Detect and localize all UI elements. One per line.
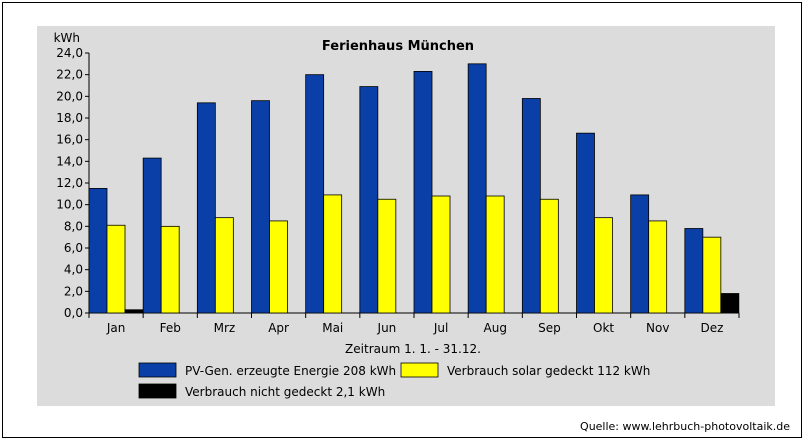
y-tick-label: 16,0: [56, 133, 83, 147]
legend-pv-generation-label: PV-Gen. erzeugte Energie 208 kWh: [185, 364, 396, 378]
y-tick-label: 24,0: [56, 46, 83, 60]
bar-consumption-solar: [485, 195, 505, 314]
bar-consumption-solar: [160, 225, 180, 314]
bar-pv-generation: [467, 63, 487, 314]
legend-consumption-uncovered-label: Verbrauch nicht gedeckt 2,1 kWh: [185, 385, 385, 399]
legend-consumption-solar-label: Verbrauch solar gedeckt 112 kWh: [447, 364, 650, 378]
bar-consumption-solar: [539, 198, 559, 314]
bar-pv-generation: [196, 102, 216, 314]
bar-pv-generation: [359, 86, 379, 314]
x-axis-label: Zeitraum 1. 1. - 31.12.: [345, 342, 481, 356]
x-tick-label: Feb: [160, 321, 181, 335]
bar-pv-generation: [413, 71, 433, 314]
bar-pv-generation: [521, 98, 541, 314]
bar-consumption-solar: [648, 220, 668, 314]
y-tick-label: 8,0: [64, 219, 83, 233]
chart-title: Ferienhaus München: [322, 39, 474, 54]
x-tick-label: Nov: [646, 321, 669, 335]
x-tick-label: Apr: [268, 321, 289, 335]
bar-consumption-solar: [214, 217, 234, 314]
bar-consumption-uncovered: [124, 309, 144, 314]
x-tick-label: Mrz: [214, 321, 236, 335]
bar-pv-generation: [305, 74, 325, 314]
y-tick-label: 12,0: [56, 176, 83, 190]
y-tick-label: 14,0: [56, 154, 83, 168]
bar-consumption-solar: [269, 220, 288, 314]
y-tick-label: 0,0: [64, 306, 83, 320]
legend-pv-generation-swatch: [138, 362, 177, 378]
bar-pv-generation: [142, 157, 162, 314]
bar-consumption-solar: [431, 195, 451, 314]
y-tick-label: 4,0: [64, 263, 83, 277]
bar-consumption-solar: [594, 217, 613, 314]
x-tick-label: Jan: [106, 321, 126, 335]
bar-consumption-solar: [702, 236, 722, 314]
x-tick-label: Dez: [700, 321, 723, 335]
x-tick-label: Mai: [322, 321, 343, 335]
bar-pv-generation: [684, 228, 704, 314]
bar-pv-generation: [251, 100, 270, 314]
bar-pv-generation: [630, 194, 650, 314]
y-axis-label: kWh: [54, 31, 80, 45]
y-tick-label: 2,0: [64, 284, 83, 298]
y-tick-label: 20,0: [56, 89, 83, 103]
legend-consumption-solar-swatch: [400, 362, 439, 378]
x-tick-label: Jul: [433, 321, 448, 335]
x-tick-label: Okt: [593, 321, 614, 335]
bar-pv-generation: [88, 188, 108, 314]
x-tick-label: Aug: [484, 321, 507, 335]
bar-consumption-solar: [106, 224, 126, 314]
y-tick-label: 22,0: [56, 68, 83, 82]
x-tick-label: Jun: [377, 321, 397, 335]
bar-pv-generation: [576, 132, 595, 314]
bar-consumption-uncovered: [720, 293, 740, 314]
bar-consumption-solar: [377, 198, 397, 314]
bar-consumption-solar: [323, 194, 343, 314]
y-tick-label: 6,0: [64, 241, 83, 255]
y-tick-label: 10,0: [56, 198, 83, 212]
source-label: Quelle: www.lehrbuch-photovoltaik.de: [580, 420, 790, 433]
y-tick-label: 18,0: [56, 111, 83, 125]
x-tick-label: Sep: [538, 321, 561, 335]
legend-consumption-uncovered-swatch: [138, 383, 177, 399]
